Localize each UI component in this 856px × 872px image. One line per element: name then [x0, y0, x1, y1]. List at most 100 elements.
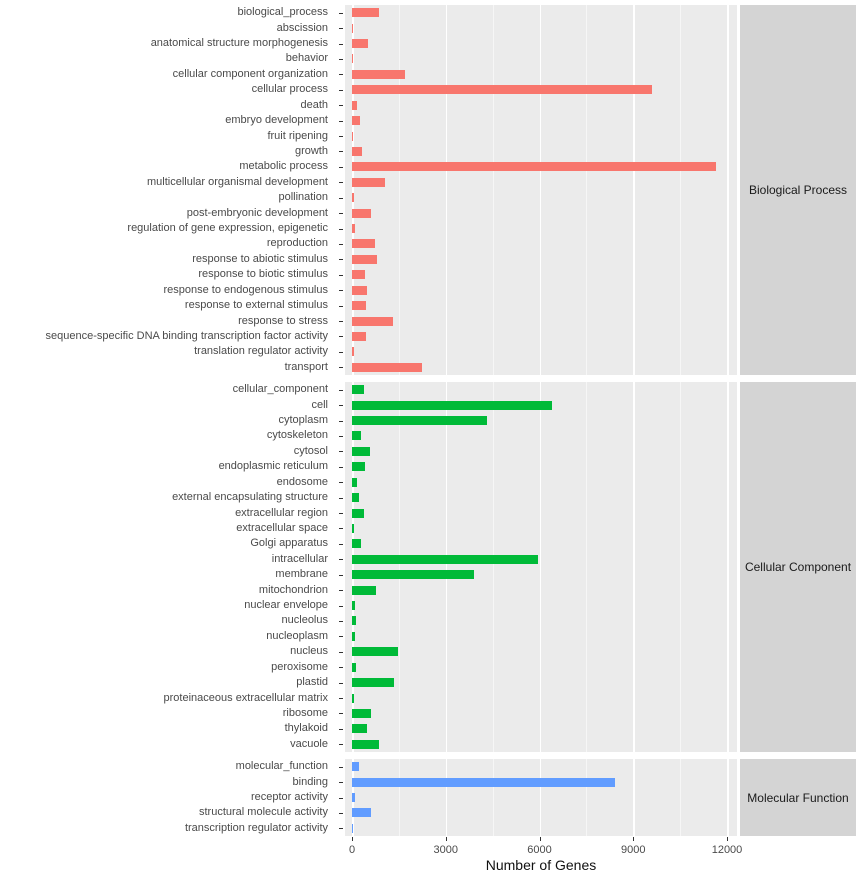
category-label: cytoskeleton	[266, 429, 328, 442]
facet-molecular-function: molecular_function binding receptor activi…	[0, 759, 856, 837]
x-tick-label: 12000	[711, 844, 743, 857]
y-tick	[339, 351, 343, 353]
bar	[352, 254, 377, 264]
y-tick	[339, 136, 343, 138]
minor-gridline	[398, 5, 400, 375]
y-tick	[339, 274, 343, 276]
bar	[352, 385, 364, 395]
y-tick	[339, 451, 343, 453]
bar	[352, 331, 367, 341]
bar	[352, 146, 362, 156]
bar	[352, 585, 377, 595]
category-label: cellular component organization	[172, 67, 328, 80]
category-label: extracellular region	[235, 506, 328, 519]
y-tick	[339, 651, 343, 653]
category-label: nucleolus	[281, 614, 328, 627]
bar	[352, 208, 372, 218]
y-tick	[339, 435, 343, 437]
bar	[352, 693, 354, 703]
y-tick	[339, 559, 343, 561]
y-tick	[339, 367, 343, 369]
category-label: intracellular	[271, 552, 328, 565]
category-label: molecular_function	[235, 760, 328, 773]
major-gridline	[727, 382, 729, 752]
category-label: endoplasmic reticulum	[218, 460, 328, 473]
y-tick	[339, 105, 343, 107]
category-label: transport	[284, 360, 328, 373]
category-label: cell	[311, 398, 328, 411]
major-gridline	[352, 5, 354, 375]
bar	[352, 539, 362, 549]
y-tick	[339, 812, 343, 814]
y-tick	[339, 574, 343, 576]
bar	[352, 347, 354, 357]
bar	[352, 54, 353, 64]
y-tick	[339, 259, 343, 261]
bar	[352, 493, 360, 503]
bar	[352, 570, 474, 580]
y-tick	[339, 290, 343, 292]
minor-gridline	[680, 382, 682, 752]
bar	[352, 631, 356, 641]
facet-strip-molecular-function: Molecular Function	[740, 759, 856, 837]
category-label: nuclear envelope	[244, 599, 328, 612]
category-label: death	[300, 98, 328, 111]
y-tick	[339, 636, 343, 638]
y-tick	[339, 682, 343, 684]
y-tick	[339, 213, 343, 215]
category-label: cellular_component	[232, 383, 328, 396]
bar	[352, 400, 552, 410]
y-tick	[339, 497, 343, 499]
y-tick	[339, 151, 343, 153]
x-tick-label: 9000	[621, 844, 646, 857]
category-label: multicellular organismal development	[147, 175, 328, 188]
y-tick	[339, 336, 343, 338]
category-label: extracellular space	[236, 521, 328, 534]
y-tick	[339, 89, 343, 91]
bar	[352, 777, 615, 787]
major-gridline	[445, 759, 448, 837]
category-label: transcription regulator activity	[184, 821, 328, 834]
y-tick	[339, 828, 343, 830]
y-tick	[339, 74, 343, 76]
category-labels-biological-process: biological_process abscission anatomical s…	[0, 5, 336, 375]
y-tick	[339, 713, 343, 715]
minor-gridline	[492, 759, 494, 837]
category-label: response to stress	[238, 314, 328, 327]
y-tick	[339, 389, 343, 391]
bar	[352, 678, 394, 688]
bar	[352, 662, 357, 672]
x-tick-label: 0	[348, 844, 356, 857]
x-tick-label: 6000	[527, 844, 552, 857]
bar	[352, 85, 652, 95]
category-labels-cellular-component: cellular_component cell cytoplasm cytoskele…	[0, 382, 336, 752]
bar	[352, 301, 367, 311]
x-tick	[633, 837, 635, 842]
y-tick	[339, 197, 343, 199]
y-tick	[339, 120, 343, 122]
bar	[352, 270, 366, 280]
category-label: receptor activity	[250, 791, 328, 804]
category-label: post-embryonic development	[186, 206, 328, 219]
minor-gridline	[586, 382, 588, 752]
y-tick	[339, 12, 343, 14]
bar	[352, 477, 357, 487]
category-label: fruit ripening	[267, 129, 328, 142]
category-label: growth	[294, 144, 328, 157]
category-label: external encapsulating structure	[172, 491, 328, 504]
x-tick	[539, 837, 541, 842]
category-label: membrane	[275, 568, 328, 581]
y-tick	[339, 321, 343, 323]
bar	[352, 416, 487, 426]
y-tick	[339, 243, 343, 245]
facet-strip-cellular-component: Cellular Component	[740, 382, 856, 752]
facet-cellular-component: cellular_component cell cytoplasm cytoskele…	[0, 382, 856, 752]
y-tick	[339, 228, 343, 230]
category-label: thylakoid	[284, 722, 328, 735]
y-tick	[339, 698, 343, 700]
facet-strip-label: Biological Process	[748, 183, 848, 197]
bar	[352, 8, 379, 18]
y-tick	[339, 797, 343, 799]
y-tick	[339, 28, 343, 30]
bar	[352, 224, 356, 234]
